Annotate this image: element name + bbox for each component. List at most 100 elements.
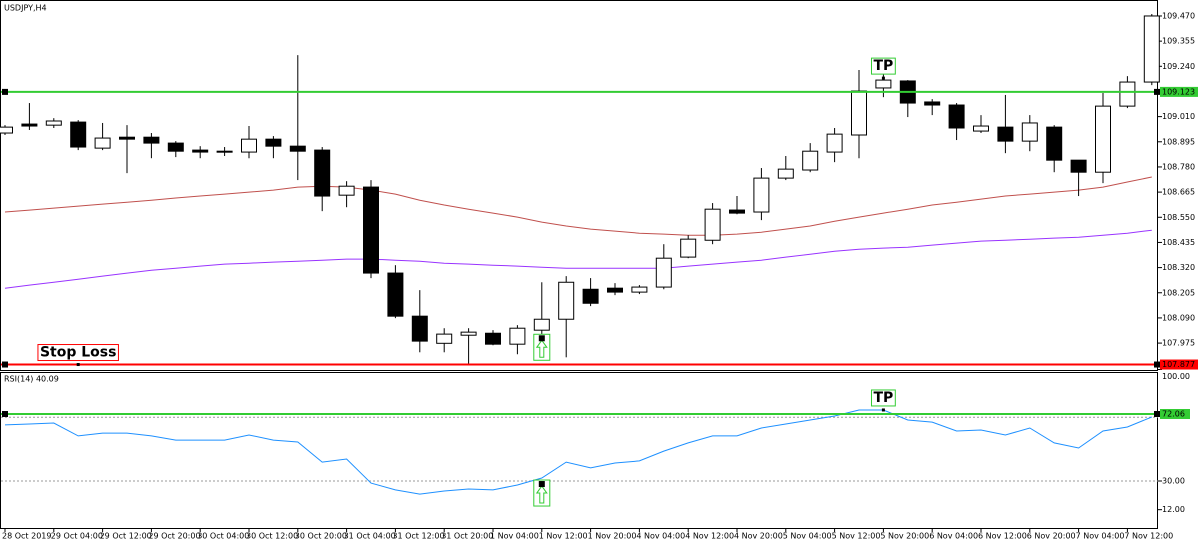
candle-body	[802, 150, 819, 171]
x-tick-label: 1 Nov 12:00	[539, 532, 588, 541]
x-tick-label: 4 Nov 20:00	[734, 532, 783, 541]
x-tick-label: 7 Nov 12:00	[1124, 532, 1173, 541]
x-tick-label: 7 Nov 04:00	[1076, 532, 1125, 541]
candle-body	[729, 209, 745, 214]
candle-body	[1143, 15, 1160, 83]
candle-body	[167, 142, 184, 152]
y-tick-label: 108.090	[1162, 313, 1195, 322]
candle-body	[509, 327, 526, 345]
candle-body	[1046, 126, 1063, 161]
x-tick-label: 29 Oct 04:00	[51, 532, 103, 541]
level-label: 107.877	[1162, 360, 1195, 369]
candle-body	[436, 333, 453, 344]
candle-body	[826, 133, 843, 153]
candle-body	[216, 150, 233, 153]
candle-body	[192, 149, 209, 153]
y-tick-label: 108.780	[1162, 162, 1195, 171]
candle-body	[119, 136, 135, 140]
x-tick-label: 5 Nov 12:00	[832, 532, 881, 541]
x-tick-label: 6 Nov 04:00	[929, 532, 978, 541]
chart-title: USDJPY,H4	[4, 4, 47, 13]
annotation-anchor	[881, 408, 885, 412]
x-tick-label: 29 Oct 12:00	[100, 532, 152, 541]
level-handle	[2, 88, 8, 95]
x-tick-label: 31 Oct 12:00	[392, 532, 444, 541]
candle-body	[997, 126, 1014, 142]
series-line	[4, 176, 1152, 236]
y-tick-label: 108.320	[1162, 263, 1195, 272]
series-line	[4, 229, 1152, 289]
rsi-title: RSI(14) 40.09	[4, 375, 59, 384]
candle-body	[460, 331, 477, 336]
candle-body	[704, 208, 721, 241]
x-tick-label: 4 Nov 04:00	[636, 532, 685, 541]
y-tick-label: 108.665	[1162, 188, 1195, 197]
x-tick-label: 28 Oct 2019	[2, 532, 51, 541]
y-tick-label: 108.895	[1162, 137, 1195, 146]
candle-body	[0, 126, 13, 134]
candle-body	[21, 123, 38, 127]
x-tick-label: 30 Oct 04:00	[197, 532, 249, 541]
candle-body	[265, 138, 282, 147]
x-tick-label: 31 Oct 20:00	[441, 532, 493, 541]
candle-body	[533, 318, 550, 331]
candle-body	[1119, 81, 1136, 107]
candle-body	[948, 104, 965, 129]
level-handle	[1154, 411, 1160, 418]
candle-body	[875, 79, 892, 89]
signal-anchor	[538, 481, 545, 488]
x-tick-label: 4 Nov 12:00	[685, 532, 734, 541]
level-handle	[2, 411, 8, 418]
x-tick-label: 5 Nov 04:00	[783, 532, 832, 541]
level-label: 72.06	[1162, 410, 1185, 419]
x-tick-label: 6 Nov 12:00	[978, 532, 1027, 541]
x-tick-label: 30 Oct 12:00	[246, 532, 298, 541]
x-tick-label: 5 Nov 20:00	[880, 532, 929, 541]
annotation-box	[37, 344, 119, 362]
series-line	[4, 409, 1152, 495]
candle-body	[387, 272, 404, 317]
candle-body	[1095, 105, 1111, 173]
annotation-text: Stop Loss	[40, 345, 117, 361]
x-tick-label: 1 Nov 20:00	[588, 532, 637, 541]
candle-body	[363, 186, 379, 274]
x-tick-label: 1 Nov 04:00	[490, 532, 539, 541]
level-label: 109.123	[1162, 87, 1195, 96]
candle-body	[655, 257, 672, 288]
y-tick-label: 107.975	[1162, 339, 1195, 348]
price-pane	[0, 0, 1158, 371]
level-label-box	[1160, 359, 1198, 370]
annotation-box	[870, 389, 896, 407]
candle-body	[777, 168, 794, 179]
y-tick-label: 109.010	[1162, 112, 1195, 121]
level-label-box	[1160, 86, 1198, 97]
candle-body	[94, 137, 111, 149]
candle-body	[973, 125, 989, 132]
candle-body	[314, 149, 331, 197]
candle-body	[607, 287, 623, 293]
candle-body	[289, 145, 306, 152]
candle-body	[558, 281, 575, 320]
y-tick-label: 108.435	[1162, 238, 1195, 247]
candle-body	[70, 121, 87, 148]
y-tick-label: 100.00	[1162, 372, 1190, 381]
annotation-anchor	[881, 76, 885, 80]
candle-body	[680, 238, 697, 258]
x-tick-label: 29 Oct 20:00	[148, 532, 200, 541]
level-label-box	[1160, 409, 1190, 420]
candle-body	[45, 120, 62, 126]
rsi-pane	[0, 372, 1158, 529]
x-tick-label: 31 Oct 04:00	[344, 532, 396, 541]
annotation-text: TP	[873, 58, 893, 74]
annotation-anchor	[76, 363, 80, 367]
candle-body	[241, 138, 257, 153]
level-handle	[2, 361, 8, 368]
y-tick-label: 109.240	[1162, 62, 1195, 71]
annotation-text: TP	[873, 390, 893, 406]
candle-body	[1021, 122, 1038, 142]
candle-body	[631, 286, 648, 293]
y-tick-label: 12.00	[1162, 505, 1185, 514]
y-tick-label: 108.205	[1162, 288, 1195, 297]
candle-body	[924, 101, 941, 106]
